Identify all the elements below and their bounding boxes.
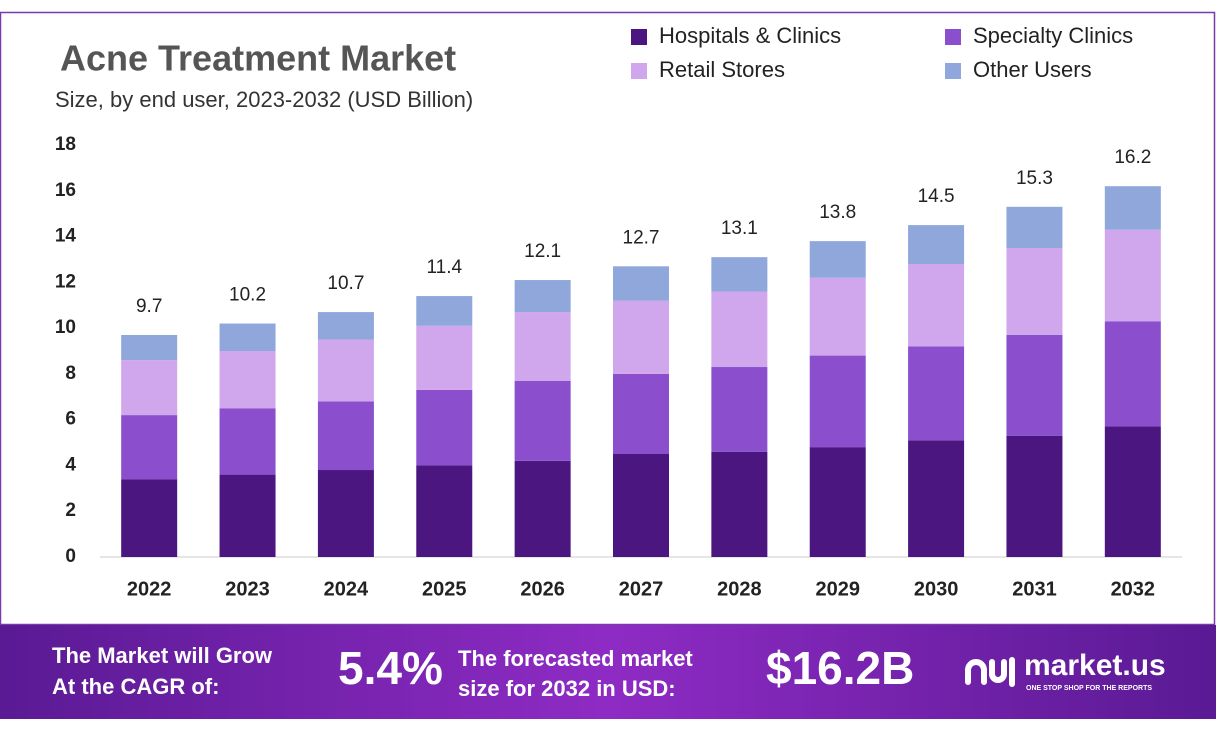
bar-segment xyxy=(613,373,669,454)
total-label: 11.4 xyxy=(426,257,462,278)
bar-segment xyxy=(219,351,276,409)
legend-swatch xyxy=(945,63,961,79)
bar-segment xyxy=(908,346,965,441)
chart-subtitle: Size, by end user, 2023-2032 (USD Billio… xyxy=(55,87,473,112)
bar-segment xyxy=(121,360,178,416)
bar-segment xyxy=(711,451,768,557)
total-label: 14.5 xyxy=(918,186,955,207)
bar-segment xyxy=(514,380,571,461)
total-label: 12.1 xyxy=(524,241,561,262)
bar-segment xyxy=(613,266,669,301)
total-label: 12.7 xyxy=(623,227,660,248)
legend-label: Retail Stores xyxy=(659,57,785,82)
bar-segment xyxy=(317,401,374,471)
bar-segment xyxy=(613,300,669,374)
footer-text: The forecasted market xyxy=(458,646,693,671)
bar-segment xyxy=(416,465,473,557)
bar-segment xyxy=(416,325,473,390)
cagr-value: 5.4% xyxy=(338,642,443,694)
bar-segment xyxy=(317,312,374,340)
y-tick-label: 6 xyxy=(65,409,76,430)
x-tick-label: 2026 xyxy=(520,578,565,600)
bar-segment xyxy=(121,415,178,480)
bar-segment xyxy=(613,454,669,557)
bar-segment xyxy=(121,479,178,557)
bar-segment xyxy=(711,291,768,368)
bar-segment xyxy=(809,355,866,448)
y-tick-label: 18 xyxy=(55,134,76,155)
bar-segment xyxy=(1006,435,1063,557)
y-tick-label: 2 xyxy=(65,500,76,521)
total-label: 15.3 xyxy=(1016,168,1053,189)
x-tick-label: 2024 xyxy=(324,578,369,600)
brand-name: market.us xyxy=(1024,649,1166,682)
bar-segment xyxy=(809,277,866,356)
total-label: 10.2 xyxy=(229,285,266,306)
bar-segment xyxy=(317,470,374,557)
bar-segment xyxy=(416,389,473,466)
forecast-value: $16.2B xyxy=(766,642,914,694)
total-label: 16.2 xyxy=(1114,147,1151,168)
brand-tagline: ONE STOP SHOP FOR THE REPORTS xyxy=(1026,685,1152,692)
bar-segment xyxy=(514,460,571,557)
x-tick-label: 2025 xyxy=(422,578,467,600)
bar-segment xyxy=(908,264,965,347)
bar-segment xyxy=(711,367,768,452)
bar-segment xyxy=(809,241,866,278)
total-label: 10.7 xyxy=(327,273,364,294)
brand-logo xyxy=(965,657,1015,687)
x-tick-label: 2027 xyxy=(619,578,664,600)
x-tick-label: 2031 xyxy=(1012,578,1057,600)
x-tick-label: 2029 xyxy=(815,578,860,600)
footer-text: The Market will Grow xyxy=(52,643,273,668)
legend-swatch xyxy=(631,63,647,79)
bar-segment xyxy=(1006,206,1063,248)
total-label: 9.7 xyxy=(136,296,162,317)
y-tick-label: 4 xyxy=(65,454,76,475)
total-label: 13.1 xyxy=(721,218,758,239)
bar-segment xyxy=(1104,321,1161,427)
y-tick-label: 8 xyxy=(65,363,76,384)
bar-segment xyxy=(1006,334,1063,436)
bar-segment xyxy=(219,408,276,475)
bar-segment xyxy=(1104,426,1161,557)
y-tick-label: 12 xyxy=(55,271,76,292)
footer-text: At the CAGR of: xyxy=(52,674,219,699)
x-tick-label: 2022 xyxy=(127,578,172,600)
x-tick-label: 2030 xyxy=(914,578,959,600)
y-tick-label: 14 xyxy=(55,226,77,247)
bar-segment xyxy=(1006,248,1063,335)
legend-swatch xyxy=(945,29,961,45)
frame xyxy=(0,11,1216,626)
bar-segment xyxy=(121,334,178,361)
bar-segment xyxy=(1104,229,1161,322)
bar-segment xyxy=(219,474,276,557)
chart-title: Acne Treatment Market xyxy=(60,38,456,79)
bar-segment xyxy=(317,339,374,402)
legend-label: Other Users xyxy=(973,57,1092,82)
x-tick-label: 2032 xyxy=(1111,578,1156,600)
y-tick-label: 10 xyxy=(55,317,76,338)
bar-segment xyxy=(416,296,473,326)
legend-label: Hospitals & Clinics xyxy=(659,23,841,48)
x-tick-label: 2023 xyxy=(225,578,270,600)
bar-segment xyxy=(809,447,866,557)
y-tick-label: 16 xyxy=(55,180,76,201)
y-tick-label: 0 xyxy=(65,546,76,567)
legend-swatch xyxy=(631,29,647,45)
bar-segment xyxy=(1104,186,1161,230)
bar-segment xyxy=(908,440,965,557)
x-tick-label: 2028 xyxy=(717,578,762,600)
bar-segment xyxy=(219,323,276,351)
footer-text: size for 2032 in USD: xyxy=(458,676,676,701)
legend-label: Specialty Clinics xyxy=(973,23,1133,48)
bar-segment xyxy=(514,280,571,313)
bar-segment xyxy=(514,312,571,381)
bar-segment xyxy=(711,257,768,292)
bar-segment xyxy=(908,225,965,265)
total-label: 13.8 xyxy=(819,202,856,223)
